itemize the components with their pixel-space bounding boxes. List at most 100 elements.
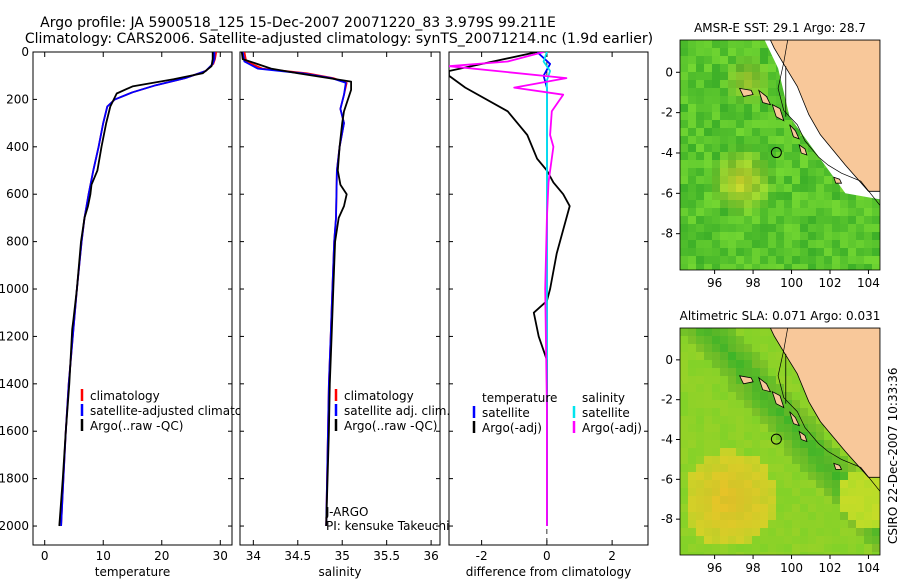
field-cell: [712, 352, 721, 361]
field-cell: [752, 160, 761, 169]
field-cell: [728, 488, 737, 497]
field-cell: [856, 504, 865, 513]
field-cell: [728, 168, 737, 177]
field-cell: [688, 120, 697, 129]
field-cell: [744, 496, 753, 505]
field-cell: [728, 448, 737, 457]
field-cell: [792, 552, 801, 555]
field-cell: [760, 216, 769, 225]
field-cell: [776, 256, 785, 265]
field-cell: [824, 168, 833, 177]
y-tick-label: 800: [6, 235, 29, 249]
field-cell: [808, 416, 817, 425]
field-cell: [840, 512, 849, 521]
field-cell: [736, 168, 745, 177]
field-cell: [680, 344, 689, 353]
field-cell: [704, 432, 713, 441]
field-cell: [768, 168, 777, 177]
field-cell: [848, 232, 857, 241]
field-cell: [776, 128, 785, 137]
field-cell: [680, 528, 689, 537]
field-cell: [816, 472, 825, 481]
field-cell: [712, 56, 721, 65]
field-cell: [776, 376, 785, 385]
field-cell: [712, 480, 721, 489]
field-cell: [696, 336, 705, 345]
field-cell: [712, 80, 721, 89]
field-cell: [760, 224, 769, 233]
field-cell: [704, 328, 713, 337]
field-cell: [784, 160, 793, 169]
field-cell: [784, 520, 793, 529]
field-cell: [688, 112, 697, 121]
field-cell: [728, 264, 737, 270]
field-cell: [728, 472, 737, 481]
field-cell: [704, 200, 713, 209]
field-cell: [680, 48, 689, 57]
field-cell: [816, 184, 825, 193]
field-cell: [744, 424, 753, 433]
field-cell: [696, 96, 705, 105]
field-cell: [696, 344, 705, 353]
field-cell: [768, 528, 777, 537]
field-cell: [840, 200, 849, 209]
field-cell: [752, 112, 761, 121]
field-cell: [768, 504, 777, 513]
field-cell: [744, 96, 753, 105]
field-cell: [768, 384, 777, 393]
field-cell: [680, 96, 689, 105]
field-cell: [728, 200, 737, 209]
field-cell: [696, 144, 705, 153]
x-tick-label: -2: [476, 549, 488, 563]
field-cell: [704, 424, 713, 433]
field-cell: [832, 520, 841, 529]
field-cell: [792, 520, 801, 529]
field-cell: [792, 480, 801, 489]
field-cell: [712, 232, 721, 241]
field-cell: [720, 136, 729, 145]
x-tick-label: 98: [745, 276, 760, 290]
field-cell: [728, 256, 737, 265]
field-cell: [864, 488, 873, 497]
field-cell: [808, 464, 817, 473]
field-cell: [816, 496, 825, 505]
field-cell: [688, 160, 697, 169]
field-cell: [704, 384, 713, 393]
field-cell: [792, 160, 801, 169]
field-cell: [824, 504, 833, 513]
field-cell: [696, 216, 705, 225]
x-tick-label: 96: [707, 561, 722, 575]
field-cell: [696, 544, 705, 553]
field-cell: [752, 40, 761, 49]
field-cell: [696, 520, 705, 529]
field-cell: [704, 160, 713, 169]
field-cell: [784, 400, 793, 409]
x-tick-label: 96: [707, 276, 722, 290]
field-cell: [744, 360, 753, 369]
field-cell: [680, 440, 689, 449]
y-tick-label: -2: [661, 393, 673, 407]
field-cell: [800, 520, 809, 529]
field-cell: [712, 104, 721, 113]
field-cell: [856, 488, 865, 497]
field-cell: [680, 512, 689, 521]
field-cell: [680, 80, 689, 89]
field-cell: [720, 240, 729, 249]
field-cell: [832, 496, 841, 505]
field-cell: [776, 224, 785, 233]
field-cell: [832, 200, 841, 209]
float-program-label: J-ARGO: [325, 505, 368, 519]
field-cell: [848, 504, 857, 513]
field-cell: [680, 352, 689, 361]
field-cell: [784, 536, 793, 545]
field-cell: [824, 192, 833, 201]
field-cell: [704, 488, 713, 497]
field-cell: [768, 488, 777, 497]
field-cell: [712, 432, 721, 441]
y-tick-label: 200: [6, 92, 29, 106]
field-cell: [768, 144, 777, 153]
field-cell: [744, 160, 753, 169]
field-cell: [704, 352, 713, 361]
field-cell: [752, 440, 761, 449]
field-cell: [784, 152, 793, 161]
